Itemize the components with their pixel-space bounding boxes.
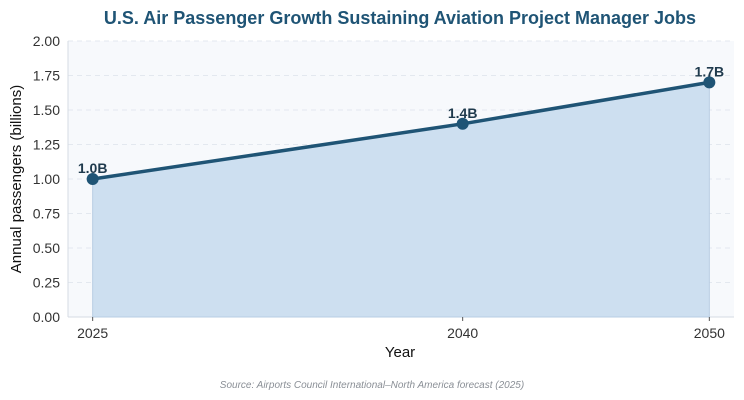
y-axis-ticks: 0.00 0.25 0.50 0.75 1.00 1.25 1.50 1.75 2.00: [33, 33, 60, 325]
y-tick-label: 0.00: [33, 309, 60, 325]
x-axis-ticks: 2025 2040 2050: [77, 317, 725, 341]
y-tick-label: 0.50: [33, 240, 60, 256]
source-note: Source: Airports Council International–N…: [220, 380, 524, 391]
y-tick-label: 2.00: [33, 33, 60, 49]
data-points: [86, 76, 716, 185]
y-tick-label: 1.00: [33, 171, 60, 187]
x-axis-label: Year: [385, 344, 415, 361]
y-tick-label: 0.75: [33, 206, 60, 222]
data-label: 1.0B: [78, 160, 108, 176]
data-label: 1.4B: [448, 105, 478, 121]
x-tick-label: 2040: [447, 325, 478, 341]
data-point: [86, 173, 99, 185]
y-tick-label: 1.50: [33, 102, 60, 118]
data-point: [456, 117, 469, 130]
y-tick-label: 0.25: [33, 275, 60, 291]
data-labels: 1.0B 1.4B 1.7B: [78, 63, 724, 176]
y-tick-label: 1.75: [33, 68, 60, 84]
data-label: 1.7B: [695, 63, 725, 79]
x-tick-label: 2050: [694, 325, 725, 341]
chart-title: U.S. Air Passenger Growth Sustaining Avi…: [104, 8, 696, 28]
x-tick-label: 2025: [77, 325, 108, 341]
y-axis-label: Annual passengers (billions): [8, 85, 25, 273]
data-point: [703, 76, 716, 89]
y-tick-label: 1.25: [33, 137, 60, 153]
